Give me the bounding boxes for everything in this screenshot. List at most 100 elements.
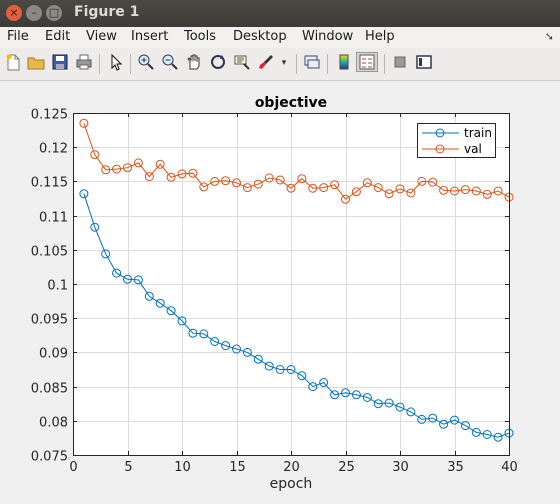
data-point-val <box>406 188 416 198</box>
data-point-train <box>406 407 416 417</box>
hide-plot-tools-icon[interactable] <box>390 53 410 73</box>
axis-ticks: 0 5 10 15 20 25 30 35 40 0.075 0.08 0.085 0.09 0.095 0… <box>31 108 518 476</box>
menu-window[interactable]: Window <box>302 29 354 44</box>
menu-view[interactable]: View <box>86 29 117 44</box>
data-point-train <box>330 390 340 400</box>
colorbar-icon[interactable] <box>334 53 354 73</box>
y-tick-label: 0.125 <box>31 108 68 123</box>
data-point-train <box>242 347 252 357</box>
y-tick-label: 0.1 <box>47 279 68 294</box>
menu-file[interactable]: File <box>7 29 29 44</box>
chart-svg[interactable]: 0 5 10 15 20 25 30 35 40 0.075 0.08 0.085 0.09 0.095 0… <box>0 81 560 500</box>
toolbar-separator <box>296 54 297 74</box>
x-tick-label: 40 <box>501 460 518 475</box>
chart-title: objective <box>255 95 327 111</box>
data-point-train <box>166 306 176 316</box>
data-point-val <box>155 159 165 169</box>
menu-insert[interactable]: Insert <box>131 29 169 44</box>
legend-box <box>417 123 496 158</box>
menu-desktop[interactable]: Desktop <box>233 29 287 44</box>
menubar-overflow-icon[interactable]: ➘ <box>544 30 554 43</box>
data-point-train <box>384 398 394 408</box>
data-point-val <box>166 172 176 182</box>
data-point-val <box>112 164 122 174</box>
data-point-val <box>482 189 492 199</box>
window-title: Figure 1 <box>74 4 140 20</box>
data-point-val <box>428 177 438 187</box>
y-tick-label: 0.085 <box>31 382 68 397</box>
data-point-val <box>493 186 503 196</box>
figure-canvas[interactable]: 0 5 10 15 20 25 30 35 40 0.075 0.08 0.085 0.09 0.095 0… <box>0 81 560 500</box>
y-tick-label: 0.08 <box>39 416 68 431</box>
data-point-train <box>439 419 449 429</box>
data-point-val <box>199 182 209 192</box>
data-point-val <box>450 186 459 196</box>
data-point-val <box>177 169 187 179</box>
menu-edit[interactable]: Edit <box>45 29 71 44</box>
zoom-out-icon[interactable] <box>160 53 180 73</box>
data-point-train <box>308 382 318 392</box>
data-point-val <box>471 186 481 196</box>
data-point-val <box>362 178 372 188</box>
data-point-train <box>264 361 274 371</box>
y-tick-label: 0.12 <box>39 142 68 157</box>
data-point-val <box>188 168 198 178</box>
new-figure-icon[interactable] <box>3 53 23 73</box>
data-point-val <box>123 163 132 173</box>
brush-dropdown-icon[interactable]: ▾ <box>281 58 287 68</box>
data-point-train <box>232 344 241 354</box>
data-point-val <box>319 183 329 193</box>
x-tick-label: 15 <box>229 460 246 475</box>
pan-icon[interactable] <box>184 53 204 73</box>
data-point-val <box>460 185 470 195</box>
toolbar-separator <box>99 54 100 74</box>
minimize-icon[interactable]: – <box>26 5 42 21</box>
window-titlebar[interactable]: × – □ Figure 1 <box>0 0 560 27</box>
pointer-icon[interactable] <box>106 53 126 73</box>
data-point-train <box>297 371 307 381</box>
x-tick-label: 30 <box>392 460 409 475</box>
data-cursor-icon[interactable] <box>232 53 252 73</box>
x-tick-label: 20 <box>283 460 300 475</box>
data-point-train <box>275 365 285 374</box>
x-axis-label: epoch <box>270 476 313 492</box>
data-point-val <box>384 189 394 199</box>
data-point-train <box>199 329 209 339</box>
data-point-train <box>133 275 143 285</box>
data-point-train <box>493 432 503 442</box>
close-icon[interactable]: × <box>6 5 22 21</box>
zoom-in-icon[interactable] <box>136 53 156 73</box>
menu-tools[interactable]: Tools <box>184 29 217 44</box>
y-tick-label: 0.115 <box>31 176 68 191</box>
menu-help[interactable]: Help <box>365 29 395 44</box>
legend[interactable]: train val <box>417 123 496 158</box>
data-point-train <box>90 222 100 232</box>
print-icon[interactable] <box>74 53 94 73</box>
legend-icon[interactable] <box>356 52 378 72</box>
data-point-val <box>373 183 383 193</box>
data-point-train <box>341 388 350 398</box>
data-point-train <box>79 189 89 199</box>
x-tick-label: 10 <box>174 460 191 475</box>
data-point-train <box>450 415 459 425</box>
series-markers <box>79 118 514 442</box>
data-point-train <box>417 414 427 424</box>
rotate-3d-icon[interactable] <box>208 53 228 73</box>
data-point-train <box>155 298 165 308</box>
data-point-val <box>297 174 307 184</box>
x-tick-label: 35 <box>447 460 464 475</box>
link-plot-icon[interactable] <box>302 53 322 73</box>
x-tick-label: 0 <box>69 460 77 475</box>
data-point-val <box>210 176 220 186</box>
show-plot-tools-icon[interactable] <box>414 53 434 73</box>
series-lines <box>83 123 510 438</box>
data-point-val <box>286 183 296 193</box>
maximize-icon[interactable]: □ <box>46 5 62 21</box>
save-icon[interactable] <box>50 53 70 73</box>
data-point-val <box>90 150 100 160</box>
data-point-train <box>112 268 122 278</box>
brush-icon[interactable] <box>256 53 276 73</box>
data-point-val <box>395 184 405 194</box>
open-file-icon[interactable] <box>26 53 46 73</box>
data-point-train <box>471 427 481 437</box>
